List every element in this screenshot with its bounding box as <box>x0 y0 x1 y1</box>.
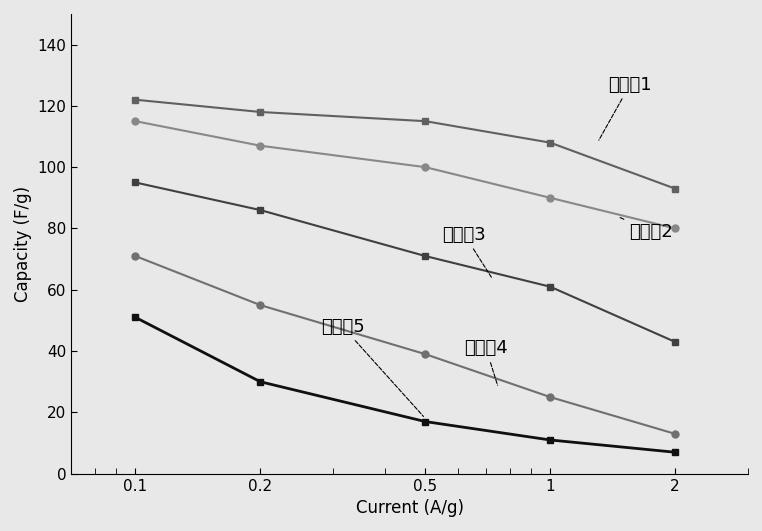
Text: 实施例1: 实施例1 <box>599 75 652 140</box>
X-axis label: Current (A/g): Current (A/g) <box>356 499 463 517</box>
Text: 实施例4: 实施例4 <box>464 339 507 385</box>
Text: 实施例5: 实施例5 <box>321 318 424 416</box>
Text: 实施例3: 实施例3 <box>443 226 492 278</box>
Y-axis label: Capacity (F/g): Capacity (F/g) <box>14 186 32 302</box>
Text: 实施例2: 实施例2 <box>620 217 673 241</box>
